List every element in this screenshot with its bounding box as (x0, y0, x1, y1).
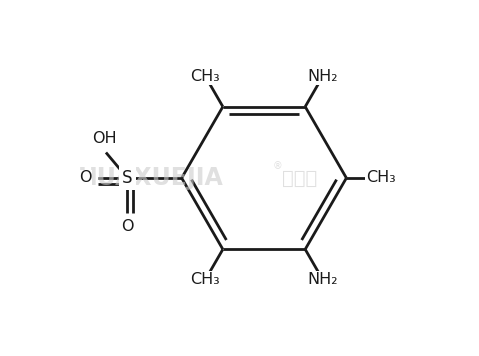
Text: O: O (79, 171, 91, 185)
Text: CH₃: CH₃ (191, 69, 220, 84)
Text: S: S (122, 169, 133, 187)
Text: O: O (121, 219, 134, 234)
Text: S: S (122, 171, 132, 185)
Text: OH: OH (92, 131, 116, 146)
Text: ®: ® (273, 161, 283, 171)
Text: HUAXUEJIA: HUAXUEJIA (78, 166, 224, 190)
Text: NH₂: NH₂ (308, 272, 338, 287)
Text: CH₃: CH₃ (191, 272, 220, 287)
Text: NH₂: NH₂ (308, 69, 338, 84)
Text: 化学加: 化学加 (282, 168, 317, 188)
Text: CH₃: CH₃ (366, 171, 396, 185)
